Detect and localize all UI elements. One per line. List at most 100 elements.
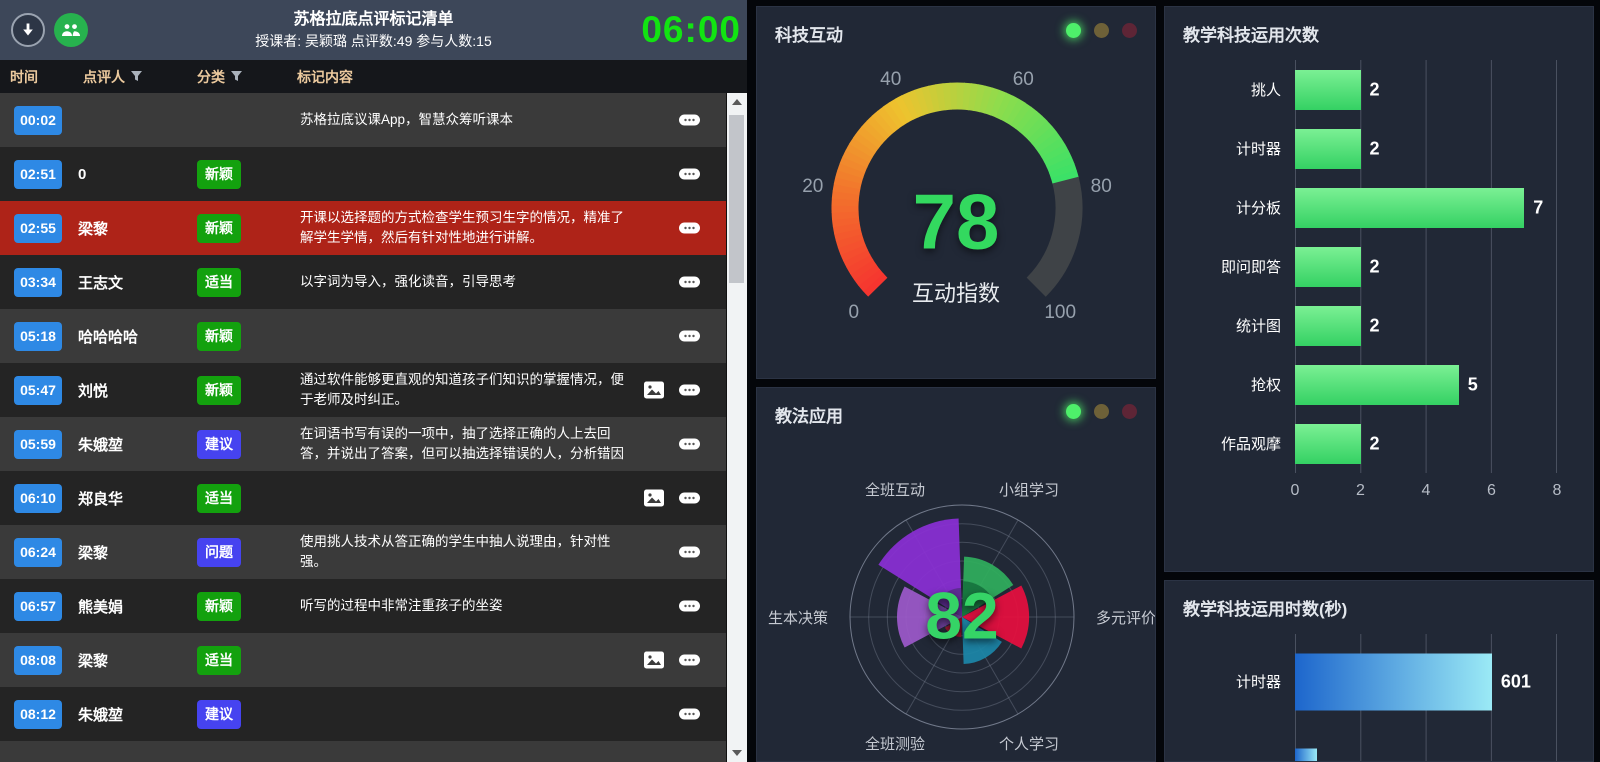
column-content: 标记内容 <box>297 68 353 85</box>
status-dot[interactable] <box>1066 404 1081 419</box>
review-row[interactable]: 03:34 王志文 适当 以字词为导入，强化读音，引导思考 <box>0 255 726 309</box>
image-attachment-icon[interactable] <box>644 381 664 399</box>
timestamp-badge[interactable]: 05:47 <box>14 375 62 405</box>
category-badge: 建议 <box>197 699 241 729</box>
category-badge: 问题 <box>197 537 241 567</box>
svg-text:0: 0 <box>849 302 860 323</box>
bar <box>1295 423 1361 464</box>
scrollbar-down-button[interactable] <box>727 744 747 762</box>
comment-icon[interactable] <box>679 168 700 180</box>
svg-text:100: 100 <box>1044 302 1076 323</box>
download-button[interactable] <box>11 13 45 47</box>
status-dot[interactable] <box>1094 23 1109 38</box>
comment-icon[interactable] <box>679 708 700 720</box>
comment-icon[interactable] <box>679 546 700 558</box>
review-row[interactable]: 06:57 熊美娟 新颖 听写的过程中非常注重孩子的坐姿 <box>0 579 726 633</box>
reviewer-name: 王志文 <box>78 274 124 292</box>
bar-row: 即问即答 2 <box>1165 237 1593 296</box>
image-attachment-icon[interactable] <box>644 489 664 507</box>
status-dot[interactable] <box>1094 404 1109 419</box>
participants-button[interactable] <box>54 13 88 47</box>
bar-value-label: 2 <box>1369 315 1380 335</box>
page-title: 苏格拉底点评标记清单 <box>293 11 454 28</box>
teaching-method-rose-chart: 全班互动 小组学习 多元评价 个人学习 全班测验 生本决策 82 <box>757 427 1155 761</box>
review-row[interactable]: 06:24 梁黎 问题 使用挑人技术从答正确的学生中抽人说理由，针对性强。 <box>0 525 726 579</box>
timestamp-badge[interactable]: 02:51 <box>14 159 62 189</box>
category-badge: 新颖 <box>197 213 241 243</box>
tech-usage-time-panel: 教学科技运用时数(秒) 计时器 601 <box>1164 580 1594 762</box>
bar-category-label: 计时器 <box>1235 141 1281 158</box>
comment-icon[interactable] <box>679 114 700 126</box>
review-row[interactable]: 00:02 苏格拉底议课App，智慧众筹听课本 <box>0 93 726 147</box>
x-axis-tick: 0 <box>1290 482 1300 499</box>
timestamp-badge[interactable]: 00:02 <box>14 105 62 135</box>
bar-row <box>1165 729 1593 761</box>
comment-icon[interactable] <box>679 384 700 396</box>
bar-value-label: 601 <box>1500 671 1531 691</box>
gauge-value: 78 <box>912 177 1000 266</box>
timestamp-badge[interactable]: 08:12 <box>14 699 62 729</box>
timestamp-badge[interactable]: 03:34 <box>14 267 62 297</box>
status-dot[interactable] <box>1066 23 1081 38</box>
review-row[interactable]: 02:55 梁黎 新颖 开课以选择题的方式检查学生预习生字的情况，精准了解学生学… <box>0 201 726 255</box>
scrollbar-thumb[interactable] <box>729 115 744 283</box>
comment-content: 以字词为导入，强化读音，引导思考 <box>300 274 516 289</box>
list-header: 苏格拉底点评标记清单 授课者: 吴颖璐 点评数:49 参与人数:15 06:00 <box>0 0 747 60</box>
review-row[interactable] <box>0 741 726 762</box>
category-badge: 新颖 <box>197 591 241 621</box>
comment-icon[interactable] <box>679 222 700 234</box>
category-badge: 新颖 <box>197 375 241 405</box>
bar-category-label: 挑人 <box>1250 82 1281 99</box>
scrollbar-up-button[interactable] <box>727 93 747 111</box>
bar-track: 5 <box>1295 355 1557 414</box>
timestamp-badge[interactable]: 06:10 <box>14 483 62 513</box>
status-dot[interactable] <box>1122 404 1137 419</box>
gauge-svg: 0 20 40 60 80 100 <box>802 69 1112 323</box>
bar-value-label: 5 <box>1467 374 1478 394</box>
column-reviewer: 点评人 <box>83 68 125 85</box>
bar-track: 2 <box>1295 414 1557 473</box>
review-row[interactable]: 02:51 0 新颖 <box>0 147 726 201</box>
timestamp-badge[interactable]: 06:24 <box>14 537 62 567</box>
comment-icon[interactable] <box>679 276 700 288</box>
bar <box>1295 128 1361 169</box>
timestamp-badge[interactable]: 05:59 <box>14 429 62 459</box>
reviewer-filter-icon[interactable] <box>130 70 143 83</box>
list-scrollbar[interactable] <box>726 93 747 762</box>
image-attachment-icon[interactable] <box>644 651 664 669</box>
bar-value-label: 2 <box>1369 433 1380 453</box>
timestamp-badge[interactable]: 06:57 <box>14 591 62 621</box>
category-badge: 适当 <box>197 483 241 513</box>
comment-icon[interactable] <box>679 492 700 504</box>
review-list-panel: 苏格拉底点评标记清单 授课者: 吴颖璐 点评数:49 参与人数:15 06:00… <box>0 0 747 762</box>
svg-text:80: 80 <box>1091 176 1112 197</box>
bar-track: 7 <box>1295 178 1557 237</box>
comment-icon[interactable] <box>679 600 700 612</box>
comment-icon[interactable] <box>679 654 700 666</box>
status-dot[interactable] <box>1122 23 1137 38</box>
interaction-gauge: 0 20 40 60 80 100 78 互动指数 <box>757 50 1155 350</box>
category-filter-icon[interactable] <box>230 70 243 83</box>
bar-track: 2 <box>1295 60 1557 119</box>
bar <box>1295 305 1361 346</box>
bar-value-label: 7 <box>1533 197 1544 217</box>
timestamp-badge[interactable]: 05:18 <box>14 321 62 351</box>
comment-icon[interactable] <box>679 438 700 450</box>
review-row[interactable]: 05:18 哈哈哈哈 新颖 <box>0 309 726 363</box>
review-row[interactable]: 06:10 郑良华 适当 <box>0 471 726 525</box>
reviewer-name: 熊美娟 <box>78 598 124 616</box>
bar-category-label: 统计图 <box>1235 318 1281 335</box>
timestamp-badge[interactable]: 02:55 <box>14 213 62 243</box>
review-row[interactable]: 08:08 梁黎 适当 <box>0 633 726 687</box>
review-row[interactable]: 05:47 刘悦 新颖 通过软件能够更直观的知道孩子们知识的掌握情况，便于老师及… <box>0 363 726 417</box>
comment-icon[interactable] <box>679 330 700 342</box>
svg-text:小组学习: 小组学习 <box>999 482 1059 499</box>
bar-row: 计时器 2 <box>1165 119 1593 178</box>
review-row[interactable]: 08:12 朱娥堃 建议 <box>0 687 726 741</box>
comment-content: 开课以选择题的方式检查学生预习生字的情况，精准了解学生学情，然后有针对性地进行讲… <box>300 210 624 245</box>
bar-track: 2 <box>1295 119 1557 178</box>
timestamp-badge[interactable]: 08:08 <box>14 645 62 675</box>
bar <box>1295 187 1525 228</box>
review-row[interactable]: 05:59 朱娥堃 建议 在词语书写有误的一项中，抽了选择正确的人上去回答，并说… <box>0 417 726 471</box>
bar-category-label: 计分板 <box>1235 200 1281 217</box>
